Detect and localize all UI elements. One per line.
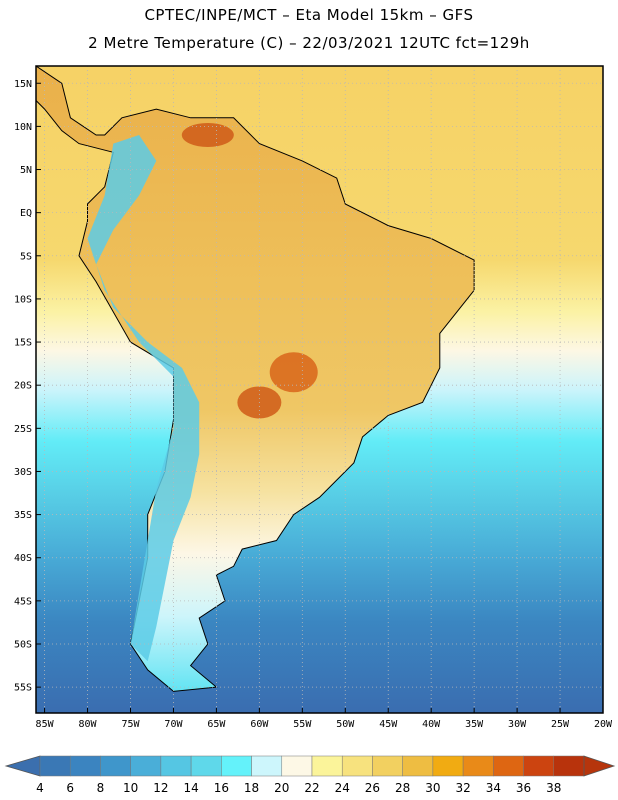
colorbar-label: 36: [516, 781, 531, 795]
colorbar-swatch: [251, 755, 283, 777]
longitude-tick-label: 80W: [79, 719, 98, 730]
latitude-tick-label: 20S: [14, 381, 32, 392]
longitude-tick-label: 60W: [250, 719, 269, 730]
colorbar-label: 12: [153, 781, 168, 795]
colorbar-label: 14: [183, 781, 198, 795]
colorbar-label: 20: [274, 781, 289, 795]
hot-region-pantanal: [269, 352, 318, 393]
color-legend: 4 6 8 10 12 14 16 18 20 22 24 26 28 30 32 34 36 38: [4, 755, 616, 795]
colorbar-label: 22: [304, 781, 319, 795]
colorbar-label: 32: [455, 781, 470, 795]
colorbar-label: 18: [244, 781, 259, 795]
colorbar-label: 4: [36, 781, 44, 795]
longitude-tick-label: 45W: [379, 719, 398, 730]
colorbar-swatch: [553, 755, 585, 777]
longitude-tick-label: 40W: [422, 719, 441, 730]
colorbar-label: 8: [97, 781, 105, 795]
colorbar-swatch: [493, 755, 524, 777]
colorbar-label: 28: [395, 781, 410, 795]
latitude-tick-label: 35S: [14, 510, 32, 521]
colorbar-swatch: [130, 755, 162, 777]
latitude-tick-label: 45S: [14, 596, 32, 607]
colorbar-swatch: [523, 755, 555, 777]
south-america-landmass: [36, 66, 475, 692]
colorbar-label: 6: [66, 781, 74, 795]
longitude-tick-label: 75W: [121, 719, 140, 730]
colorbar-swatch: [39, 755, 71, 777]
colorbar-low-arrow: [4, 755, 41, 777]
colorbar-swatch: [402, 755, 434, 777]
latitude-tick-label: 10N: [14, 122, 32, 133]
map-title-line-1: CPTEC/INPE/MCT – Eta Model 15km – GFS: [144, 6, 474, 24]
latitude-tick-label: 40S: [14, 553, 32, 564]
longitude-tick-label: 85W: [36, 719, 55, 730]
colorbar-label: 16: [214, 781, 229, 795]
longitude-tick-label: 20W: [594, 719, 613, 730]
colorbar-swatch: [372, 755, 403, 777]
hot-region-venezuela: [181, 123, 234, 148]
longitude-tick-label: 70W: [164, 719, 183, 730]
latitude-tick-label: 15N: [14, 79, 32, 90]
longitude-tick-label: 55W: [293, 719, 312, 730]
longitude-tick-label: 35W: [465, 719, 484, 730]
colorbar-label: 10: [123, 781, 138, 795]
colorbar-swatch: [160, 755, 192, 777]
latitude-tick-label: 10S: [14, 294, 32, 305]
latitude-tick-label: 30S: [14, 467, 32, 478]
map-title-line-2: 2 Metre Temperature (C) – 22/03/2021 12U…: [88, 34, 530, 52]
colorbar-label: 30: [425, 781, 440, 795]
colorbar-swatch: [432, 755, 464, 777]
colorbar-swatch: [221, 755, 252, 777]
colorbar-swatch: [190, 755, 222, 777]
latitude-tick-label: 15S: [14, 338, 32, 349]
latitude-tick-label: EQ: [20, 208, 32, 219]
latitude-tick-label: 50S: [14, 639, 32, 650]
latitude-labels: 15N 10N 5N EQ 5S 10S 15S 20S 25S 30S 35S 40S 45S 50S 5…: [14, 79, 41, 694]
latitude-tick-label: 25S: [14, 424, 32, 435]
latitude-tick-label: 5N: [20, 165, 32, 176]
colorbar-label: 26: [365, 781, 380, 795]
colorbar-label: 38: [546, 781, 561, 795]
andes-cold-band: [87, 135, 200, 662]
latitude-tick-label: 5S: [20, 251, 32, 262]
colorbar-swatch: [341, 755, 373, 777]
colorbar-high-arrow: [583, 755, 616, 777]
longitude-tick-label: 50W: [336, 719, 355, 730]
graticule: [36, 66, 603, 713]
colorbar-label: 34: [486, 781, 501, 795]
colorbar-swatch: [281, 755, 313, 777]
latitude-tick-label: 55S: [14, 683, 32, 694]
colorbar-swatch: [69, 755, 101, 777]
colorbar-swatch: [311, 755, 343, 777]
colorbar-swatch: [462, 755, 494, 777]
colorbar-label: 24: [335, 781, 350, 795]
longitude-tick-label: 25W: [551, 719, 570, 730]
map-frame: [35, 65, 604, 714]
longitude-tick-label: 65W: [207, 719, 226, 730]
longitude-tick-label: 30W: [508, 719, 527, 730]
colorbar-swatch: [100, 755, 131, 777]
longitude-labels: 85W 80W 75W 70W 65W 60W 55W 50W 45W 40W 35W 30W 25W 2…: [36, 708, 613, 730]
